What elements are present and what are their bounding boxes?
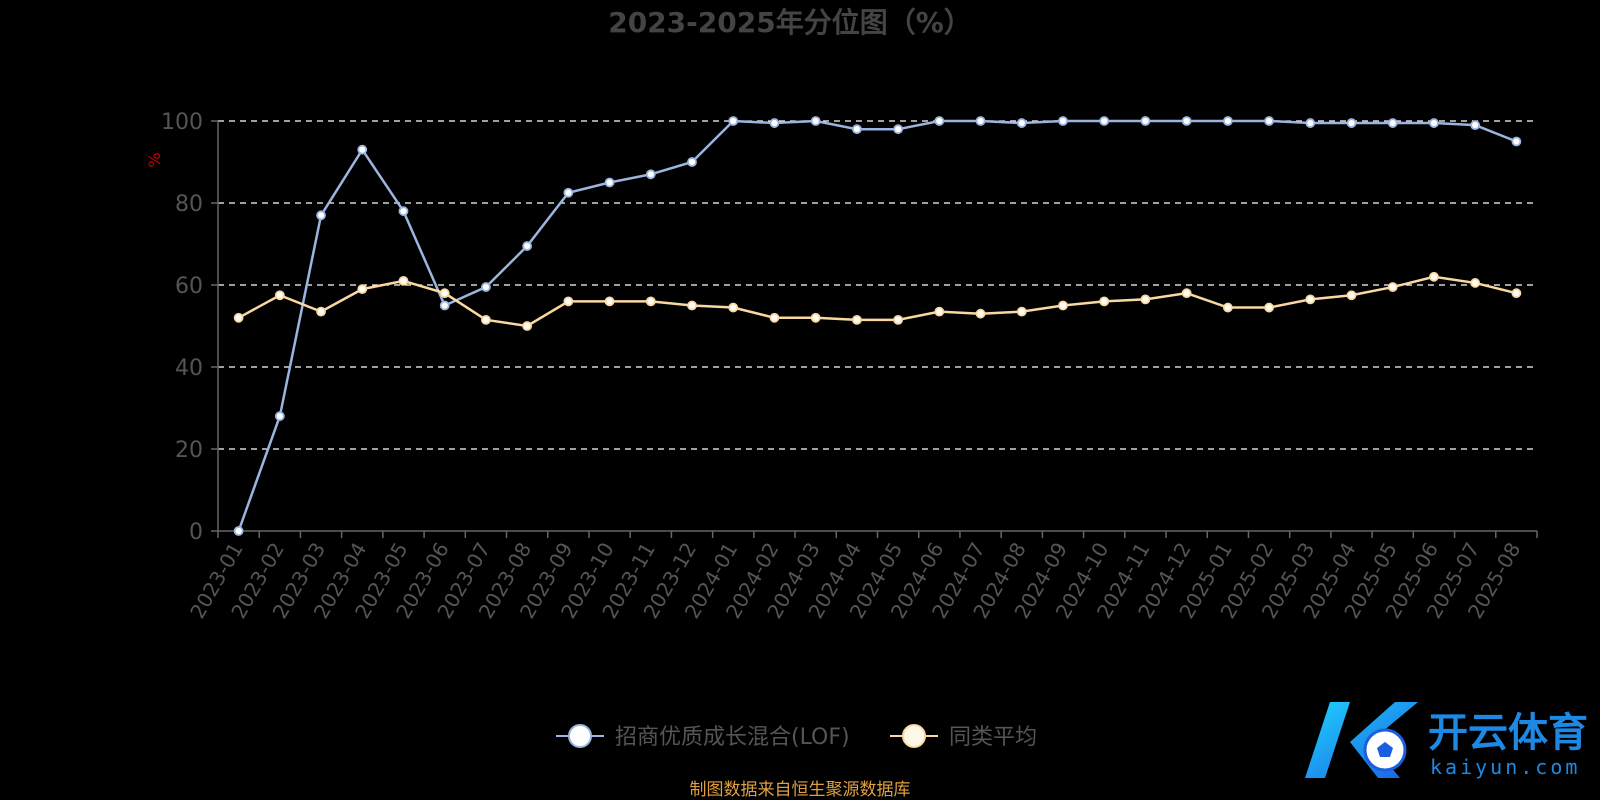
data-point[interactable]	[1470, 120, 1481, 130]
watermark-logo: 开云体育 kaiyun.com	[1305, 702, 1588, 779]
data-point[interactable]	[975, 116, 986, 126]
data-point[interactable]	[1305, 118, 1316, 128]
data-point[interactable]	[233, 526, 244, 536]
data-point[interactable]	[604, 177, 615, 188]
legend-label-fund: 招商优质成长混合(LOF)	[615, 725, 850, 750]
data-point[interactable]	[1016, 306, 1027, 317]
y-tick-label: 40	[175, 356, 203, 381]
data-point[interactable]	[1140, 116, 1151, 126]
data-point[interactable]	[563, 187, 574, 198]
data-point[interactable]	[893, 314, 904, 325]
legend-item-peer-average[interactable]: 同类平均	[890, 724, 1037, 750]
data-point[interactable]	[893, 124, 904, 135]
data-point[interactable]	[1511, 136, 1522, 147]
data-point[interactable]	[1058, 116, 1068, 126]
k-logo-icon	[1305, 702, 1418, 778]
data-point[interactable]	[398, 206, 409, 217]
data-point[interactable]	[1511, 288, 1522, 299]
watermark-brand-en: kaiyun.com	[1430, 755, 1580, 779]
data-point[interactable]	[316, 306, 326, 317]
series-line-fund	[237, 119, 1517, 532]
data-point[interactable]	[604, 296, 615, 307]
data-point[interactable]	[1305, 294, 1316, 305]
axes	[211, 120, 1538, 538]
y-tick-label: 80	[175, 192, 203, 217]
data-point[interactable]	[1099, 116, 1110, 126]
data-point[interactable]	[274, 411, 285, 422]
data-point[interactable]	[1470, 278, 1481, 288]
data-point[interactable]	[769, 118, 780, 128]
series-lines	[233, 116, 1522, 536]
y-tick-label: 60	[175, 274, 203, 299]
data-point[interactable]	[1181, 116, 1192, 126]
data-point[interactable]	[522, 321, 533, 331]
data-point[interactable]	[357, 144, 368, 155]
data-point[interactable]	[1387, 282, 1398, 292]
x-tick-labels: 2023-012023-022023-032023-042023-052023-…	[185, 538, 1525, 622]
data-point[interactable]	[934, 306, 945, 317]
data-point[interactable]	[728, 302, 739, 313]
data-point[interactable]	[645, 169, 656, 180]
data-point[interactable]	[563, 296, 574, 307]
data-point[interactable]	[1140, 294, 1151, 305]
data-point[interactable]	[1058, 300, 1068, 311]
data-point[interactable]	[1429, 118, 1439, 128]
data-point[interactable]	[1181, 288, 1192, 299]
data-point[interactable]	[1264, 116, 1274, 126]
y-tick-label: 100	[161, 110, 203, 135]
data-point[interactable]	[1222, 116, 1233, 126]
data-point[interactable]	[851, 124, 862, 135]
data-point[interactable]	[769, 312, 780, 323]
y-tick-label: 20	[175, 438, 203, 463]
legend: 招商优质成长混合(LOF) 同类平均	[556, 724, 1037, 750]
chart-title: 2023-2025年分位图（%）	[608, 6, 972, 39]
data-point[interactable]	[439, 288, 450, 299]
data-point[interactable]	[1346, 290, 1357, 301]
data-point[interactable]	[728, 116, 739, 126]
data-point[interactable]	[810, 312, 821, 323]
legend-label-peer-average: 同类平均	[949, 725, 1037, 750]
series-peer-average	[233, 271, 1522, 331]
data-point[interactable]	[687, 157, 697, 167]
data-point[interactable]	[687, 300, 697, 311]
data-point[interactable]	[1264, 302, 1274, 313]
legend-item-fund[interactable]: 招商优质成长混合(LOF)	[556, 724, 850, 750]
data-point[interactable]	[233, 312, 244, 323]
data-point[interactable]	[398, 275, 409, 286]
legend-marker-fund	[568, 724, 592, 748]
data-point[interactable]	[1016, 118, 1027, 128]
data-point[interactable]	[481, 282, 491, 292]
data-point[interactable]	[522, 241, 533, 251]
data-point[interactable]	[975, 308, 986, 319]
data-point[interactable]	[934, 116, 945, 126]
data-source-note: 制图数据来自恒生聚源数据库	[690, 780, 911, 800]
watermark-brand-cn: 开云体育	[1428, 710, 1588, 756]
legend-marker-peer-average	[902, 724, 926, 748]
data-point[interactable]	[1099, 296, 1110, 307]
data-point[interactable]	[851, 314, 862, 325]
y-tick-label: 0	[189, 520, 203, 545]
data-point[interactable]	[1387, 118, 1398, 128]
y-axis-label: %	[145, 152, 164, 167]
data-point[interactable]	[439, 300, 450, 311]
data-point[interactable]	[481, 314, 491, 325]
series-line-peer-average	[238, 275, 1517, 328]
series-fund	[233, 116, 1522, 536]
data-point[interactable]	[316, 210, 326, 221]
data-point[interactable]	[1222, 302, 1233, 313]
data-point[interactable]	[357, 284, 368, 295]
data-point[interactable]	[810, 116, 821, 126]
data-point[interactable]	[1346, 118, 1357, 128]
data-point[interactable]	[645, 296, 656, 307]
data-point[interactable]	[1429, 271, 1439, 282]
data-point[interactable]	[274, 290, 285, 301]
y-tick-labels: 0 20 40 60 80 100	[161, 110, 203, 545]
